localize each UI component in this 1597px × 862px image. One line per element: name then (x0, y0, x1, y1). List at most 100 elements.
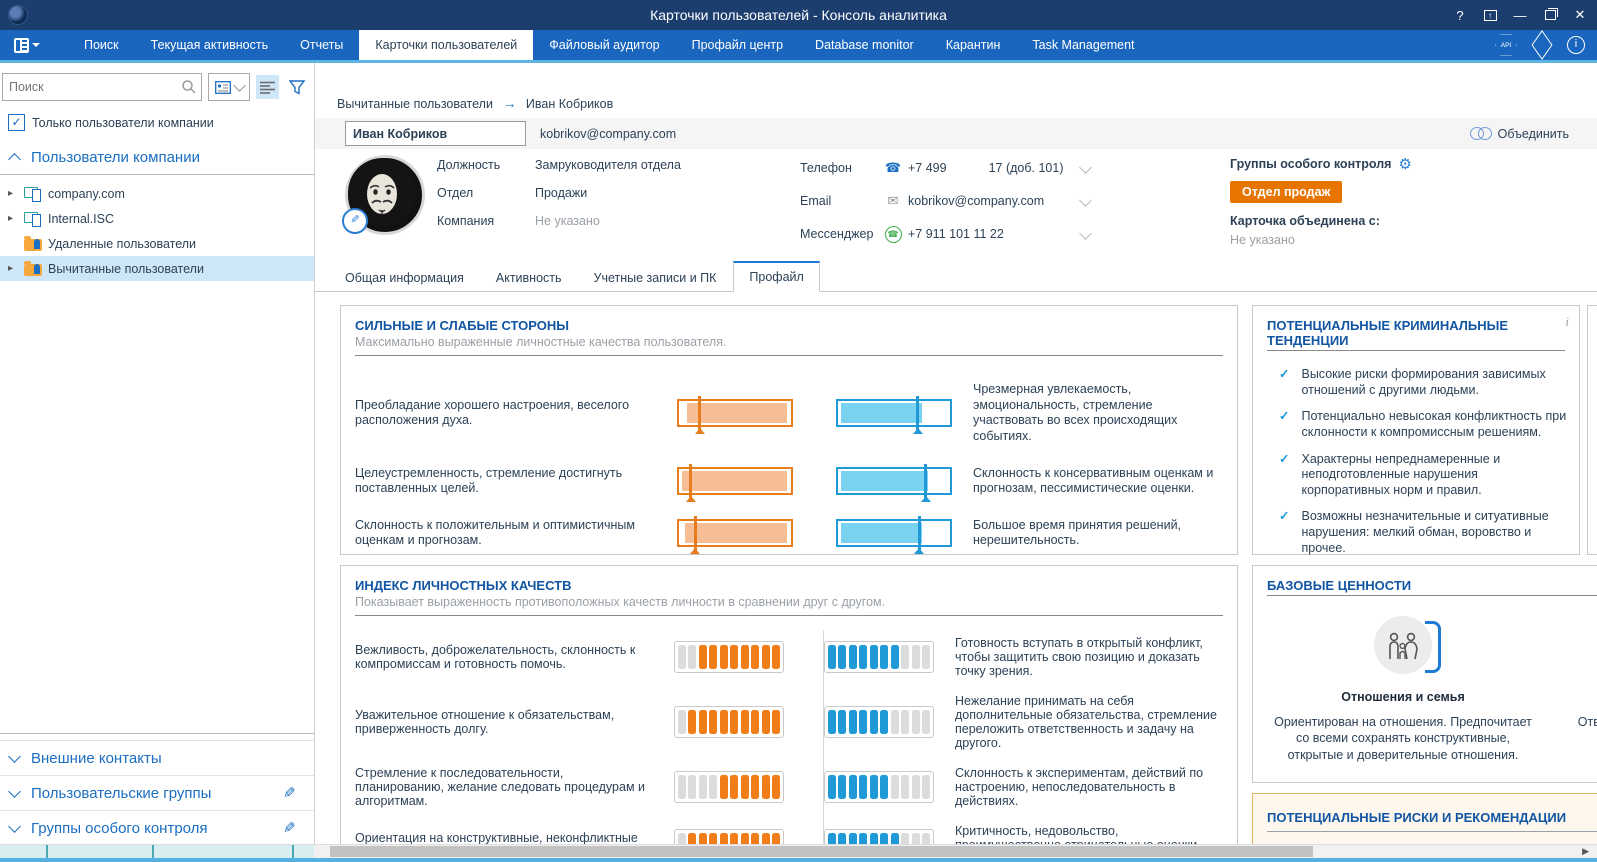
next-panel-edge (1587, 305, 1597, 555)
special-control-groups: Группы особого контроля ⚙ Отдел продаж К… (1230, 155, 1560, 247)
close-button[interactable]: ✕ (1573, 7, 1587, 23)
index-gauge-orange (674, 771, 784, 803)
horizontal-scrollbar[interactable]: ▶ (0, 844, 1597, 858)
strength-slider-blue[interactable] (836, 467, 952, 495)
expander-icon[interactable]: ▸ (8, 263, 18, 274)
sidebar: ✓ Только пользователи компании Пользоват… (0, 63, 315, 845)
chevron-down-icon (8, 785, 21, 798)
menu-tab-search[interactable]: Поиск (68, 30, 135, 60)
package-icon[interactable] (1532, 30, 1553, 60)
check-icon: ✓ (1279, 452, 1289, 499)
panel-title: СИЛЬНЫЕ И СЛАБЫЕ СТОРОНЫ (355, 318, 1223, 333)
restore-button[interactable] (1543, 10, 1557, 20)
domain-icon (24, 186, 42, 202)
edit-icon[interactable]: ✎ (283, 784, 296, 802)
menu-tab-file-auditor[interactable]: Файловый аудитор (533, 30, 675, 60)
tree-item-internal-isc[interactable]: ▸ Internal.ISC (0, 206, 314, 231)
index-gauge-orange (674, 641, 784, 673)
edit-avatar-icon[interactable]: ✎ (342, 208, 368, 234)
company-users-only-checkbox[interactable]: ✓ Только пользователи компании (8, 114, 314, 131)
chevron-down-icon[interactable] (1079, 161, 1092, 174)
index-row: Стремление к последовательности, планиро… (355, 766, 1223, 808)
menu-tab-reports[interactable]: Отчеты (284, 30, 359, 60)
menu-tab-database-monitor[interactable]: Database monitor (799, 30, 930, 60)
filter-button[interactable] (285, 75, 308, 99)
menu-tab-user-cards[interactable]: Карточки пользователей (359, 30, 533, 60)
breadcrumb-parent[interactable]: Вычитанные пользователи (337, 97, 493, 111)
scrollbar-thumb[interactable] (330, 846, 1313, 857)
list-view-button[interactable] (256, 75, 279, 99)
phone-icon: ☎ (882, 160, 904, 176)
merged-with-value: Не указано (1230, 233, 1560, 247)
avatar[interactable]: ✎ (345, 155, 425, 235)
strength-row: Склонность к положительным и оптимистичн… (355, 518, 1223, 549)
expander-icon[interactable]: ▸ (8, 213, 18, 224)
checkbox-label: Только пользователи компании (32, 116, 214, 130)
minimize-button[interactable]: — (1513, 8, 1527, 23)
gear-icon[interactable]: ⚙ (1398, 155, 1411, 173)
strengths-panel: СИЛЬНЫЕ И СЛАБЫЕ СТОРОНЫ Максимально выр… (340, 305, 1238, 555)
email-value[interactable]: kobrikov@company.com (908, 194, 1044, 208)
tab-activity[interactable]: Активность (481, 264, 577, 292)
chevron-down-icon[interactable] (1079, 227, 1092, 240)
checkbox-icon[interactable]: ✓ (8, 114, 25, 131)
index-gauge-blue (824, 641, 934, 673)
user-name-field[interactable]: Иван Кобриков (345, 121, 526, 146)
tree-item-deleted-users[interactable]: Удаленные пользователи (0, 231, 314, 256)
tree-item-company-com[interactable]: ▸ company.com (0, 181, 314, 206)
edit-icon[interactable]: ✎ (283, 819, 296, 837)
breadcrumb-current: Иван Кобриков (526, 97, 613, 111)
search-input[interactable] (3, 80, 181, 94)
tab-accounts-and-pc[interactable]: Учетные записи и ПК (579, 264, 732, 292)
strength-slider-orange[interactable] (677, 399, 793, 427)
index-gauge-orange (674, 706, 784, 738)
menu-tab-profile-center[interactable]: Профайл центр (676, 30, 799, 60)
card-view-button[interactable] (208, 73, 250, 101)
group-badge-sales[interactable]: Отдел продаж (1230, 181, 1342, 203)
merge-button[interactable]: Объединить (1470, 127, 1569, 141)
strength-slider-orange[interactable] (677, 519, 793, 547)
chevron-down-icon (233, 79, 246, 92)
chevron-up-icon (8, 153, 21, 166)
expander-icon[interactable]: ▸ (8, 188, 18, 199)
index-row: Вежливость, доброжелательность, склоннос… (355, 636, 1223, 678)
help-button[interactable]: ? (1453, 8, 1467, 23)
chevron-down-icon[interactable] (1079, 194, 1092, 207)
strength-slider-blue[interactable] (836, 399, 952, 427)
menu-tab-task-management[interactable]: Task Management (1016, 30, 1150, 60)
main-menu-button[interactable] (4, 30, 50, 60)
info-icon[interactable]: i (1567, 36, 1585, 54)
sidebar-section-special-control-groups[interactable]: Группы особого контроля ✎ (0, 810, 314, 845)
bottom-status-cells (0, 845, 314, 858)
sidebar-section-external-contacts[interactable]: Внешние контакты (0, 740, 314, 775)
tab-profile[interactable]: Профайл (733, 261, 819, 292)
bracket-accent (1425, 621, 1441, 673)
card-tabs: Общая информация Активность Учетные запи… (315, 258, 1597, 292)
value-item-family: Отношения и семья Ориентирован на отноше… (1253, 616, 1553, 763)
folder-user-icon (24, 264, 42, 276)
id-card-icon (215, 81, 231, 94)
menu-tab-current-activity[interactable]: Текущая активность (135, 30, 284, 60)
contact-label: Мессенджер (800, 227, 882, 241)
phone-extension[interactable]: 17 (доб. 101) (989, 161, 1064, 175)
sidebar-section-user-groups[interactable]: Пользовательские группы ✎ (0, 775, 314, 810)
menu-tab-quarantine[interactable]: Карантин (930, 30, 1017, 60)
search-box[interactable] (2, 73, 202, 101)
panel-title: БАЗОВЫЕ ЦЕННОСТИ (1267, 578, 1597, 593)
criminal-tendencies-panel: i ПОТЕНЦИАЛЬНЫЕ КРИМИНАЛЬНЫЕ ТЕНДЕНЦИИ ✓… (1252, 305, 1580, 555)
pin-window-button[interactable]: ↑ (1483, 10, 1497, 21)
contact-fields: Телефон ☎ +7 499 17 (доб. 101) Email ✉ k… (800, 158, 1090, 257)
messenger-value[interactable]: +7 911 101 11 22 (908, 227, 1004, 241)
panel-title: ИНДЕКС ЛИЧНОСТНЫХ КАЧЕСТВ (355, 578, 1223, 593)
scroll-right-arrow-icon[interactable]: ▶ (1582, 846, 1589, 857)
tree-item-computed-users[interactable]: ▸ Вычитанные пользователи (0, 256, 314, 281)
tab-general-info[interactable]: Общая информация (330, 264, 479, 292)
filter-icon (289, 80, 305, 95)
phone-value[interactable]: +7 499 (908, 161, 947, 175)
strength-slider-blue[interactable] (836, 519, 952, 547)
strength-slider-orange[interactable] (677, 467, 793, 495)
main-content: Вычитанные пользователи → Иван Кобриков … (315, 63, 1597, 845)
api-icon[interactable]: API (1495, 34, 1517, 56)
info-icon[interactable]: i (1565, 314, 1569, 330)
tree-header-company-users[interactable]: Пользователи компании (10, 149, 314, 166)
